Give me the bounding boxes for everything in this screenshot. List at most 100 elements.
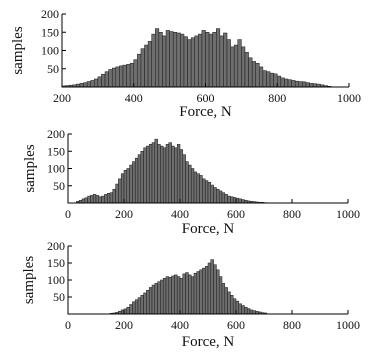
histogram-bar [162,147,167,204]
y-tick-label: 150 [47,144,65,158]
x-tick-label: 200 [115,207,133,221]
histogram-bar [137,297,142,315]
histogram-bar [190,276,195,315]
histogram-bar [168,142,172,204]
histogram-bar [146,289,150,315]
histogram-bar [106,193,111,204]
histogram-bar [226,39,231,88]
x-tick-label: 400 [125,91,143,105]
histogram-bar [133,59,138,88]
histogram-bar [87,195,91,204]
x-tick-label: 400 [171,318,189,332]
x-tick-label: 800 [283,207,301,221]
histogram-bar [165,144,170,204]
histogram-panel-2: 50 100 150 200 0 200 400 600 800 1000 Force, N s… [22,127,360,237]
histogram-bar [168,277,172,315]
histogram-bar [277,75,282,88]
histogram-bar [208,33,213,88]
histogram-bar [238,303,242,315]
histogram-bar [216,269,220,315]
histogram-bar [165,276,170,315]
histogram-bar [104,71,109,88]
histogram-bar [224,194,228,204]
histogram-bar [185,161,189,204]
histogram-bar [179,149,184,204]
histogram-bar [176,144,181,204]
histogram-bar [155,28,160,88]
histogram-bar [190,37,195,88]
histogram-bar [193,171,198,204]
histogram-bar [280,77,285,88]
histogram-bar [108,69,113,88]
histogram-bar [97,76,102,88]
histogram-bar [194,35,199,88]
x-ticks-panel-3: 0 200 400 600 800 1000 [65,310,360,332]
histogram-bar [180,33,185,88]
histogram-bar [199,175,203,204]
histogram-bar [248,57,253,88]
x-tick-label: 1000 [337,91,361,105]
histogram-bar [169,31,174,88]
histogram-bar [144,44,149,88]
histogram-bar [129,164,133,204]
y-axis-label-panel-3: samples [21,256,37,304]
histogram-bar [230,46,235,88]
histogram-bar [119,65,124,88]
histogram-bar [137,53,142,88]
histogram-bar [162,35,167,88]
histogram-bar [104,194,108,204]
histogram-bar [255,63,260,88]
histogram-bar [134,299,139,315]
histogram-bar [140,151,144,204]
histogram-bar [188,164,192,204]
x-tick-label: 1000 [336,207,360,221]
histogram-bar [202,267,206,315]
y-tick-label: 100 [47,162,65,176]
histogram-bar [241,305,245,315]
bars-panel-3 [109,259,268,315]
histogram-bar [92,194,97,204]
y-tick-label: 50 [53,290,65,304]
histogram-bar [238,198,242,204]
histogram-bar [147,41,152,88]
histogram-bar [95,195,100,204]
y-tick-label: 200 [47,127,65,141]
x-axis-label-panel-2: Force, N [182,221,235,237]
x-tick-label: 0 [65,318,71,332]
histogram-bar [151,33,156,88]
histogram-bar [179,278,184,315]
x-tick-label: 200 [53,91,71,105]
histogram-bar [122,64,127,88]
histogram-bar [81,198,86,204]
histogram-bar [151,142,156,204]
histogram-bar [227,195,231,204]
x-tick-label: 600 [227,318,245,332]
histogram-bar [158,32,163,88]
histogram-bar [219,35,224,88]
histogram-bar [140,48,145,88]
histogram-bar [171,275,175,315]
x-ticks-panel-2: 0 200 400 600 800 1000 [65,199,360,221]
histogram-bar [266,71,271,88]
histogram-bar [132,161,136,204]
histogram-bar [115,66,120,88]
y-tick-label: 200 [47,239,65,253]
histogram-bar [143,292,147,315]
histogram-bar [79,83,84,88]
histogram-bar [216,28,221,88]
histogram-bar [185,272,189,315]
y-axis-label-panel-1: samples [10,26,26,74]
histogram-bar [115,183,119,204]
y-tick-label: 150 [47,256,65,270]
histogram-bar [204,180,209,204]
histogram-bar [244,52,249,88]
bars-panel-1 [61,28,332,88]
x-tick-label: 400 [171,207,189,221]
histogram-bar [259,66,264,88]
histogram-bar [249,309,254,315]
histogram-bar [154,138,158,204]
x-tick-label: 600 [197,91,215,105]
histogram-bar [111,67,117,88]
histogram-bar [129,304,133,315]
